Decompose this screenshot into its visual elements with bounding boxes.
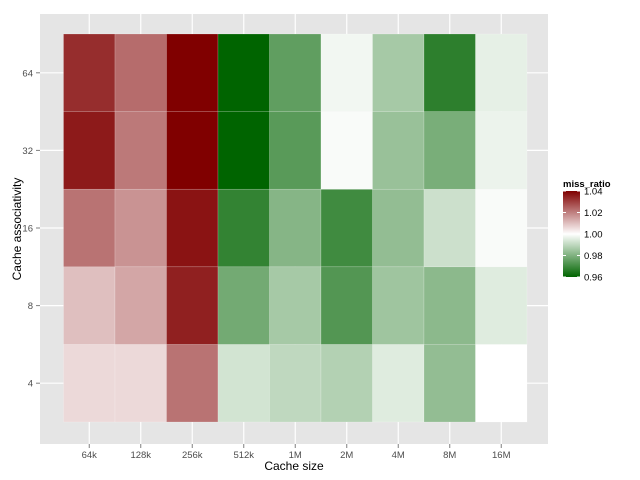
heatmap-tile xyxy=(166,266,219,345)
legend-tick-label: 1.00 xyxy=(584,230,603,241)
y-tick-label: 8 xyxy=(28,301,33,312)
heatmap-tile xyxy=(63,188,116,268)
legend-tick-label: 1.04 xyxy=(584,187,603,198)
heatmap-tile xyxy=(423,33,476,112)
heatmap-tile xyxy=(114,266,167,345)
x-tick-label: 128k xyxy=(130,450,151,461)
x-axis-ticks: 64k 128k 256k 512k 1M 2M 4M 8M 16M xyxy=(82,444,511,461)
x-tick-label: 1M xyxy=(289,450,302,461)
heatmap-tile xyxy=(166,188,219,268)
heatmap-tile xyxy=(320,188,373,268)
heatmap-tile xyxy=(372,266,425,345)
legend: miss_ratio 1.04 1.02 1.00 0.98 0.96 xyxy=(563,179,611,284)
y-tick-label: 32 xyxy=(22,146,33,157)
x-tick-label: 16M xyxy=(492,450,511,461)
y-tick-label: 64 xyxy=(22,68,33,79)
heatmap-tile xyxy=(320,344,373,423)
y-axis-ticks: 4 8 16 32 64 xyxy=(22,68,40,390)
heatmap-tile xyxy=(475,111,528,190)
heatmap-tile xyxy=(320,33,373,112)
heatmap-tile xyxy=(269,188,322,268)
heatmap-tile xyxy=(114,344,167,423)
y-tick-label: 16 xyxy=(22,224,33,235)
x-tick-label: 2M xyxy=(340,450,353,461)
heatmap-tile xyxy=(114,33,167,112)
heatmap-tiles xyxy=(63,33,528,423)
heatmap-tile xyxy=(63,111,116,190)
x-tick-label: 8M xyxy=(443,450,456,461)
x-tick-label: 64k xyxy=(82,450,98,461)
heatmap-tile xyxy=(217,111,270,190)
y-tick-label: 4 xyxy=(28,379,33,390)
y-axis-title: Cache associativity xyxy=(10,178,24,281)
heatmap-tile xyxy=(63,344,116,423)
heatmap-tile xyxy=(320,266,373,345)
heatmap-tile xyxy=(114,188,167,268)
heatmap-tile xyxy=(63,266,116,345)
heatmap-tile xyxy=(372,111,425,190)
legend-tick-label: 0.96 xyxy=(584,273,603,284)
heatmap-tile xyxy=(269,266,322,345)
heatmap-tile xyxy=(166,33,219,112)
heatmap-tile xyxy=(269,33,322,112)
heatmap-tile xyxy=(63,33,116,112)
heatmap-tile xyxy=(372,188,425,268)
heatmap-tile xyxy=(372,33,425,112)
heatmap-tile xyxy=(320,111,373,190)
heatmap-tile xyxy=(217,33,270,112)
x-tick-label: 256k xyxy=(182,450,203,461)
heatmap-tile xyxy=(269,344,322,423)
x-tick-label: 512k xyxy=(233,450,254,461)
legend-tick-label: 1.02 xyxy=(584,208,603,219)
heatmap-tile xyxy=(423,344,476,423)
heatmap-tile xyxy=(166,111,219,190)
heatmap-tile xyxy=(423,266,476,345)
heatmap-tile xyxy=(372,344,425,423)
legend-ticks: 1.04 1.02 1.00 0.98 0.96 xyxy=(563,187,603,284)
heatmap-tile xyxy=(475,266,528,345)
heatmap-tile xyxy=(166,344,219,423)
legend-colorbar xyxy=(563,191,580,277)
heatmap-tile xyxy=(217,344,270,423)
legend-title: miss_ratio xyxy=(563,179,611,190)
heatmap-tile xyxy=(423,188,476,268)
heatmap-tile xyxy=(114,111,167,190)
heatmap-tile xyxy=(217,266,270,345)
x-axis-title: Cache size xyxy=(264,459,324,473)
heatmap-tile xyxy=(475,344,528,423)
heatmap-tile xyxy=(217,188,270,268)
heatmap-tile xyxy=(423,111,476,190)
x-tick-label: 4M xyxy=(392,450,405,461)
heatmap-tile xyxy=(475,33,528,112)
legend-tick-label: 0.98 xyxy=(584,251,603,262)
heatmap-tile xyxy=(475,188,528,268)
heatmap-tile xyxy=(269,111,322,190)
